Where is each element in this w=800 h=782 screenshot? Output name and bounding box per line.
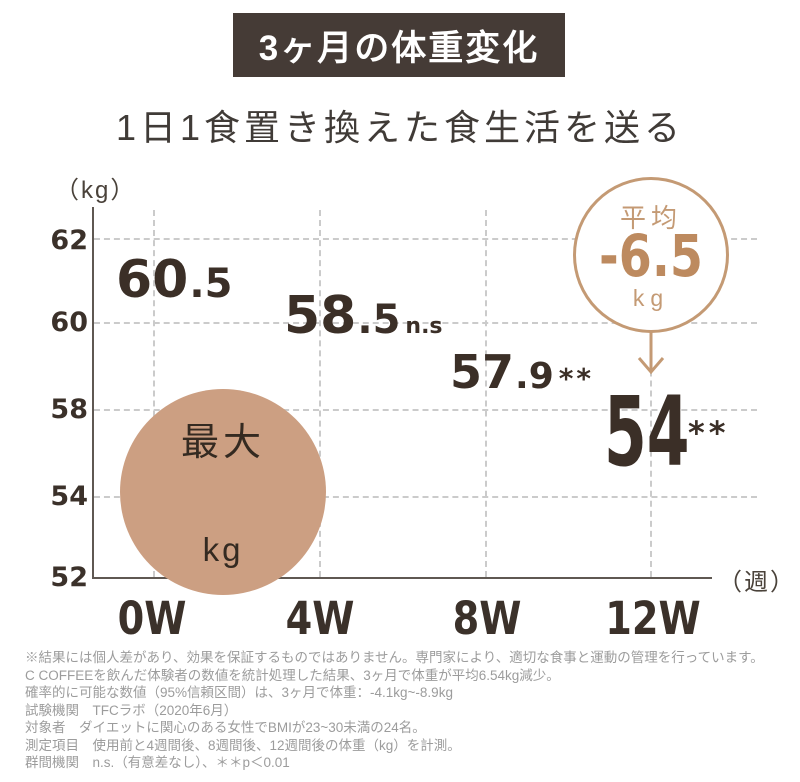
data-label-week12: 54 — [604, 384, 738, 480]
gridline-v-0w — [153, 210, 155, 577]
y-axis-unit-label: （kg） — [55, 177, 137, 204]
footnote-line: ※結果には個人差があり、効果を保証するものではありません。専門家により、適切な食… — [25, 650, 764, 665]
x-axis-unit-label: （週） — [718, 569, 796, 596]
average-loss-unit: kg — [632, 285, 670, 311]
average-loss-label: 平均 — [619, 203, 682, 233]
value-week12: 54 — [604, 376, 690, 488]
max-loss-bubble: 最大 kg — [120, 389, 326, 595]
y-tick-62: 62 — [50, 225, 88, 256]
y-tick-54: 54 — [50, 481, 88, 512]
significance-week12-wrap: ** — [688, 414, 729, 452]
x-tick-4w: 4W — [285, 592, 355, 645]
value-week0: 60 — [116, 250, 189, 310]
value-week4: 58 — [284, 286, 357, 346]
gridline-v-12w — [650, 210, 652, 577]
gridline-v-8w — [485, 210, 487, 577]
x-tick-12w: 12W — [605, 592, 701, 645]
y-tick-52: 52 — [50, 562, 88, 593]
data-label-week4: 58.5 n.s — [284, 290, 443, 343]
x-tick-0w: 0W — [117, 592, 187, 645]
footnote-line: 確率的に可能な数値（95%信頼区間）は、3ヶ月で体重：-4.1kg~-8.9kg — [25, 685, 453, 700]
gridline-h-62 — [94, 238, 757, 240]
footnote-line: 対象者 ダイエットに関心のある女性でBMIが23~30未満の24名。 — [25, 720, 426, 735]
value-week8-decimal: .9 — [515, 356, 554, 397]
footnote-line: 群間機関 n.s.（有意差なし）、＊＊p＜0.01 — [25, 755, 290, 770]
value-week4-decimal: .5 — [357, 297, 401, 343]
chart-title: 3ヶ月の体重変化 — [258, 28, 540, 68]
footnote-line: C COFFEEを飲んだ体験者の数値を統計処理した結果、3ヶ月で体重が平均6.5… — [25, 667, 560, 683]
footnote-line: 試験機関 TFCラボ（2020年6月） — [25, 702, 238, 718]
chart-title-badge: 3ヶ月の体重変化 — [233, 13, 565, 77]
y-tick-60: 60 — [50, 307, 88, 338]
x-tick-8w: 8W — [452, 592, 522, 645]
average-loss-value: -6.5 — [598, 222, 703, 290]
significance-week4: n.s — [405, 314, 443, 339]
average-loss-bubble: 平均 -6.5 kg — [573, 177, 729, 333]
footnotes: ※結果には個人差があり、効果を保証するものではありません。専門家により、適切な食… — [25, 649, 785, 772]
max-loss-label: 最大 — [180, 422, 265, 464]
arrow-down-icon — [637, 331, 665, 375]
data-label-week8: 57.9 ** — [450, 349, 594, 397]
y-axis-line — [92, 207, 94, 579]
footnote-line: 測定項目 使用前と4週間後、8週間後、12週間後の体重（kg）を計測。 — [25, 737, 461, 753]
gridline-h-60 — [94, 322, 757, 324]
gridline-v-4w — [319, 210, 321, 577]
significance-week12: ** — [688, 414, 730, 452]
y-tick-58: 58 — [50, 394, 88, 425]
significance-week8: ** — [558, 362, 595, 395]
x-axis-line — [92, 577, 712, 579]
gridline-h-54 — [94, 496, 757, 498]
value-week0-decimal: .5 — [189, 261, 233, 307]
chart-subtitle: 1日1食置き換えた食生活を送る — [115, 107, 685, 148]
max-loss-unit: kg — [202, 531, 244, 568]
gridline-h-58 — [94, 409, 757, 411]
data-label-week0: 60.5 — [116, 254, 232, 307]
value-week8: 57 — [450, 345, 515, 399]
